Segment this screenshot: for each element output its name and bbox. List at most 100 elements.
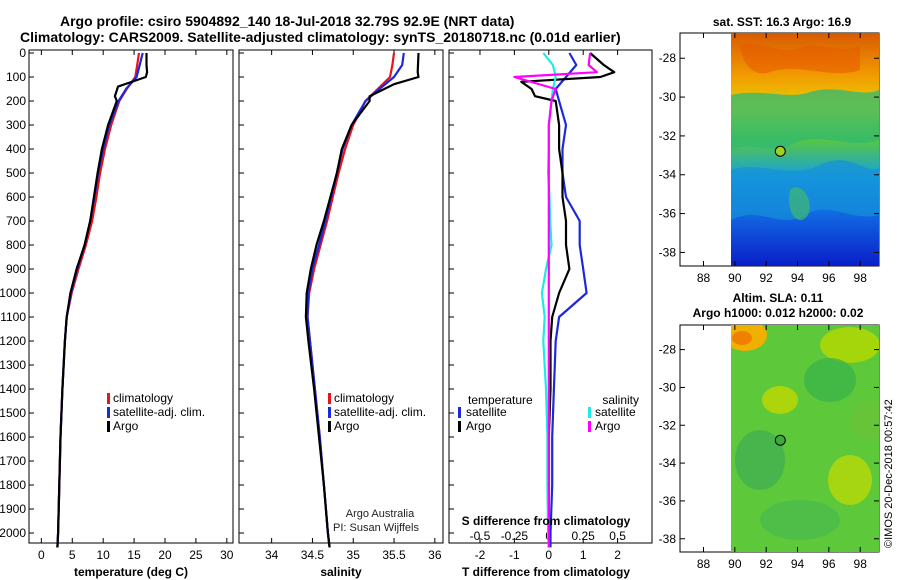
map-x-tick-label: 98 <box>854 557 868 571</box>
difference-legend-temperature-title: temperature <box>468 393 533 407</box>
sla-argo-marker <box>774 434 786 446</box>
credit-line-1: Argo Australia <box>346 508 415 520</box>
x-tick-label: 30 <box>220 548 234 562</box>
depth-tick-label: 200 <box>6 94 26 108</box>
legend-swatch <box>107 407 110 418</box>
map-x-tick-label: 88 <box>697 271 711 285</box>
t-difference-axis-label: T difference from climatology <box>462 565 630 579</box>
title-line-1: Argo profile: csiro 5904892_140 18-Jul-2… <box>60 13 514 29</box>
s-diff-tick-label: 0.5 <box>609 529 626 543</box>
map-x-tick-label: 90 <box>728 271 742 285</box>
legend-swatch <box>328 393 331 404</box>
x-tick-label: 36 <box>428 548 442 562</box>
x-tick-label: 25 <box>189 548 203 562</box>
map-x-tick-label: 96 <box>822 557 836 571</box>
map-y-tick-label: -32 <box>659 129 677 143</box>
map-y-tick-label: -34 <box>659 168 677 182</box>
sla-map-subtitle: Argo h1000: 0.012 h2000: 0.02 <box>693 306 864 320</box>
difference-plot: -2 -1 0 1 2-0.5 -0.25 0 0.25 0.5 <box>470 50 626 562</box>
series-line-temperature-satellite <box>549 52 588 548</box>
depth-tick-label: 1400 <box>0 382 26 396</box>
salinity-axis-label: salinity <box>320 565 362 579</box>
sst-map-title: sat. SST: 16.3 Argo: 16.9 <box>713 15 852 29</box>
sst-argo-marker <box>774 145 786 157</box>
x-tick-label: 1 <box>580 548 587 562</box>
diff-legend-swatch <box>458 421 461 432</box>
s-difference-axis-label: S difference from climatology <box>462 514 631 528</box>
map-y-tick-label: -30 <box>659 90 677 104</box>
depth-tick-label: 700 <box>6 214 26 228</box>
map-x-tick-label: 88 <box>697 557 711 571</box>
diff-legend-swatch <box>588 407 591 418</box>
series-line-salinity-satellite <box>540 52 557 548</box>
series-line-argo <box>56 53 149 548</box>
x-tick-label: 0 <box>545 548 552 562</box>
legend-swatch <box>328 421 331 432</box>
depth-tick-label: 300 <box>6 118 26 132</box>
depth-tick-label: 1200 <box>0 334 26 348</box>
legend-swatch <box>328 407 331 418</box>
legend-label-argo: Argo <box>113 419 139 433</box>
legend-label-satellite-adj-clim: satellite-adj. clim. <box>113 405 205 419</box>
map-x-tick-label: 92 <box>760 557 774 571</box>
series-line-temperature-argo <box>520 52 616 548</box>
depth-tick-label: 1100 <box>0 310 26 324</box>
diff-legend-sal-satellite: satellite <box>595 405 636 419</box>
diff-legend-temp-argo: Argo <box>466 419 492 433</box>
depth-tick-label: 1800 <box>0 478 26 492</box>
sla-map-title: Altim. SLA: 0.11 <box>733 291 824 305</box>
depth-tick-label: 1700 <box>0 454 26 468</box>
x-tick-label: 15 <box>127 548 141 562</box>
title-line-2: Climatology: CARS2009. Satellite-adjuste… <box>20 29 621 45</box>
depth-tick-label: 1900 <box>0 502 26 516</box>
depth-tick-label: 400 <box>6 142 26 156</box>
diff-legend-swatch <box>458 407 461 418</box>
depth-tick-label: 500 <box>6 166 26 180</box>
map-y-tick-label: -28 <box>659 343 677 357</box>
difference-legend-salinity-title: salinity <box>602 393 639 407</box>
legend-swatch <box>107 393 110 404</box>
difference-legend: temperature salinity satelliteArgosatell… <box>458 393 639 433</box>
depth-axis: 0 100 200 300 400 500 600 700 800 900 1000 1100 1200… <box>0 46 454 540</box>
diff-legend-sal-argo: Argo <box>595 419 621 433</box>
x-tick-label: 35 <box>347 548 361 562</box>
diff-legend-temp-satellite: satellite <box>466 405 507 419</box>
salinity-panel-frame <box>238 49 444 544</box>
map-y-tick-label: -36 <box>659 494 677 508</box>
x-tick-label: 34.5 <box>301 548 325 562</box>
map-y-tick-label: -30 <box>659 380 677 394</box>
legend-label-climatology: climatology <box>113 391 173 405</box>
depth-tick-label: 600 <box>6 190 26 204</box>
s-diff-tick-label: 0.25 <box>572 529 596 543</box>
temperature-plot: 0 5 10 15 20 25 30 <box>38 50 234 562</box>
map-y-tick-label: -38 <box>659 532 677 546</box>
legend-label-argo: Argo <box>334 419 360 433</box>
map-x-tick-label: 92 <box>760 271 774 285</box>
s-diff-tick-label: -0.5 <box>470 529 491 543</box>
legend-label-satellite-adj-clim: satellite-adj. clim. <box>334 405 426 419</box>
map-y-tick-label: -36 <box>659 207 677 221</box>
sla-map-image <box>731 325 879 552</box>
map-x-tick-label: 90 <box>728 557 742 571</box>
salinity-plot: 34 34.5 35 35.5 36 <box>265 50 442 562</box>
sst-map-axes: 88 90 92 94 96 98 -28 -30 -32 -34 -36 -38 <box>659 33 879 285</box>
map-y-tick-label: -28 <box>659 51 677 65</box>
depth-tick-label: 1500 <box>0 406 26 420</box>
x-tick-label: 0 <box>38 548 45 562</box>
x-tick-label: 20 <box>158 548 172 562</box>
temperature-panel-frame <box>28 49 234 544</box>
x-tick-label: 2 <box>614 548 621 562</box>
map-y-tick-label: -38 <box>659 245 677 259</box>
sst-map-image <box>731 33 879 266</box>
depth-tick-label: 900 <box>6 262 26 276</box>
legend-label-climatology: climatology <box>334 391 394 405</box>
depth-tick-label: 1000 <box>0 286 26 300</box>
depth-tick-label: 800 <box>6 238 26 252</box>
series-line-salinity-argo <box>513 52 599 548</box>
map-x-tick-label: 94 <box>791 557 805 571</box>
map-y-tick-label: -34 <box>659 456 677 470</box>
x-tick-label: 34 <box>265 548 279 562</box>
